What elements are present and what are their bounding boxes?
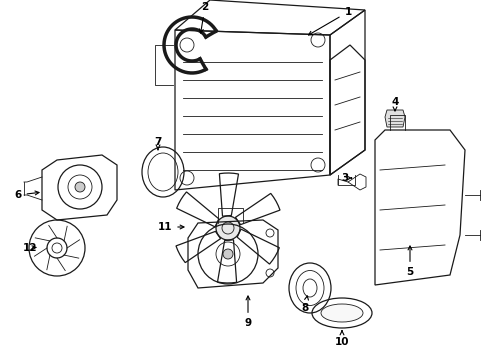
Circle shape [216, 216, 240, 240]
Polygon shape [385, 110, 405, 127]
Text: 7: 7 [154, 137, 162, 150]
Text: 5: 5 [406, 246, 414, 277]
Text: 11: 11 [158, 222, 184, 232]
Text: 8: 8 [301, 296, 309, 313]
Text: 3: 3 [342, 173, 351, 183]
Ellipse shape [321, 304, 363, 322]
Circle shape [223, 249, 233, 259]
Text: 2: 2 [199, 2, 209, 33]
Text: 4: 4 [392, 97, 399, 111]
Text: 12: 12 [23, 243, 37, 253]
Text: 1: 1 [309, 7, 352, 35]
Text: 9: 9 [245, 296, 251, 328]
Text: 10: 10 [335, 331, 349, 347]
Circle shape [75, 182, 85, 192]
Text: 6: 6 [14, 190, 39, 200]
